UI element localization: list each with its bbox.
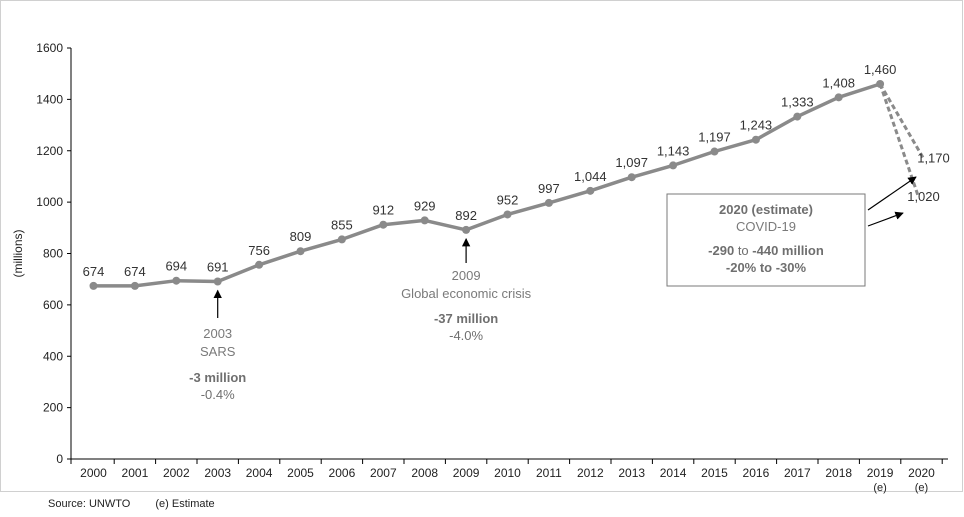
y-tick-label: 1200 xyxy=(36,144,63,158)
data-label: 1,333 xyxy=(781,95,814,110)
chart-frame xyxy=(0,0,963,492)
x-tick-label: 2009 xyxy=(453,466,480,480)
y-tick-label: 400 xyxy=(43,349,63,363)
series-line xyxy=(93,82,881,288)
data-label: 1,097 xyxy=(615,155,648,170)
covid-percent: -20% to -30% xyxy=(726,260,807,275)
y-tick-label: 0 xyxy=(56,452,63,466)
x-tick-label: 2008 xyxy=(411,466,438,480)
y-tick-label: 800 xyxy=(43,247,63,261)
x-tick-label: 2004 xyxy=(246,466,273,480)
sars-percent: -0.4% xyxy=(201,387,235,402)
data-point xyxy=(669,161,678,170)
x-tick-sublabel: (e) xyxy=(873,482,886,494)
data-point xyxy=(89,281,98,290)
data-point xyxy=(213,277,222,286)
y-axis-title: (millions) xyxy=(11,229,25,277)
data-point xyxy=(751,135,760,144)
data-label: 809 xyxy=(290,229,312,244)
estimate-label: 1,170 xyxy=(917,150,950,165)
data-label: 855 xyxy=(331,217,353,232)
data-point xyxy=(834,93,843,102)
data-label: 694 xyxy=(165,259,187,274)
estimate-label: 1,020 xyxy=(907,189,940,204)
data-label: 1,197 xyxy=(698,130,731,145)
covid-impact-to: to xyxy=(734,243,752,258)
estimate-note: (e) Estimate xyxy=(155,498,215,510)
data-label: 1,143 xyxy=(657,143,690,158)
x-tick-label: 2001 xyxy=(122,466,149,480)
covid-arrow-lower xyxy=(867,211,904,227)
covid-title: 2020 (estimate) xyxy=(719,202,813,217)
data-point xyxy=(379,220,388,229)
sars-subtitle: SARS xyxy=(200,344,236,359)
covid-impact-low: -290 xyxy=(708,243,734,258)
sars-impact: -3 million xyxy=(189,370,246,385)
x-tick-label: 2011 xyxy=(536,466,562,480)
data-label: 1,408 xyxy=(822,75,855,90)
data-label: 756 xyxy=(248,243,270,258)
y-tick-label: 1400 xyxy=(36,92,63,106)
estimate-line xyxy=(878,83,925,160)
data-point xyxy=(130,281,139,290)
y-tick-label: 200 xyxy=(43,401,63,415)
x-tick-label: 2020 xyxy=(908,466,935,480)
x-tick-label: 2019 xyxy=(867,466,894,480)
crisis-percent: -4.0% xyxy=(449,328,483,343)
data-label: 674 xyxy=(124,264,146,279)
covid-impact: -290 to -440 million xyxy=(708,243,824,258)
data-point xyxy=(462,225,471,234)
covid-subtitle: COVID-19 xyxy=(736,219,796,234)
data-point xyxy=(255,260,264,269)
crisis-subtitle: Global economic crisis xyxy=(401,286,532,301)
x-tick-label: 2007 xyxy=(370,466,397,480)
covid-annotation-box xyxy=(666,193,866,287)
data-point xyxy=(586,186,595,195)
x-tick-label: 2006 xyxy=(329,466,356,480)
x-tick-label: 2012 xyxy=(577,466,604,480)
data-label: 674 xyxy=(83,264,105,279)
x-tick-label: 2000 xyxy=(80,466,107,480)
x-tick-label: 2016 xyxy=(743,466,770,480)
data-label: 929 xyxy=(414,198,436,213)
source-note: Source: UNWTO xyxy=(48,498,131,510)
data-label: 912 xyxy=(372,203,394,218)
data-point xyxy=(544,198,553,207)
data-point xyxy=(627,173,636,182)
data-label: 691 xyxy=(207,259,229,274)
data-label: 997 xyxy=(538,181,560,196)
data-point xyxy=(296,247,305,256)
x-tick-label: 2018 xyxy=(825,466,852,480)
covid-arrow-upper xyxy=(867,176,917,211)
x-tick-label: 2010 xyxy=(494,466,521,480)
data-point xyxy=(172,276,181,285)
data-label: 1,460 xyxy=(864,62,897,77)
data-point xyxy=(503,210,512,219)
x-tick-label: 2002 xyxy=(163,466,190,480)
data-label: 1,044 xyxy=(574,169,607,184)
data-point xyxy=(710,147,719,156)
data-label: 892 xyxy=(455,208,477,223)
data-point xyxy=(793,112,802,121)
x-tick-label: 2013 xyxy=(618,466,645,480)
covid-impact-high: -440 million xyxy=(752,243,824,258)
data-label: 1,243 xyxy=(740,118,773,133)
x-tick-label: 2005 xyxy=(287,466,314,480)
y-tick-label: 600 xyxy=(43,298,63,312)
crisis-impact: -37 million xyxy=(434,311,498,326)
data-label: 952 xyxy=(497,192,519,207)
y-tick-label: 1000 xyxy=(36,195,63,209)
chart-footer: Source: UNWTO (e) Estimate xyxy=(48,498,237,510)
sars-year: 2003 xyxy=(203,326,232,341)
data-point xyxy=(337,235,346,244)
x-tick-sublabel: (e) xyxy=(915,482,928,494)
x-tick-label: 2014 xyxy=(660,466,687,480)
data-point xyxy=(420,216,429,225)
tourism-line-chart: 02004006008001000120014001600(millions) … xyxy=(11,41,950,494)
x-tick-label: 2003 xyxy=(204,466,231,480)
x-tick-label: 2015 xyxy=(701,466,728,480)
x-tick-label: 2017 xyxy=(784,466,811,480)
y-tick-label: 1600 xyxy=(36,41,63,55)
crisis-year: 2009 xyxy=(452,268,481,283)
